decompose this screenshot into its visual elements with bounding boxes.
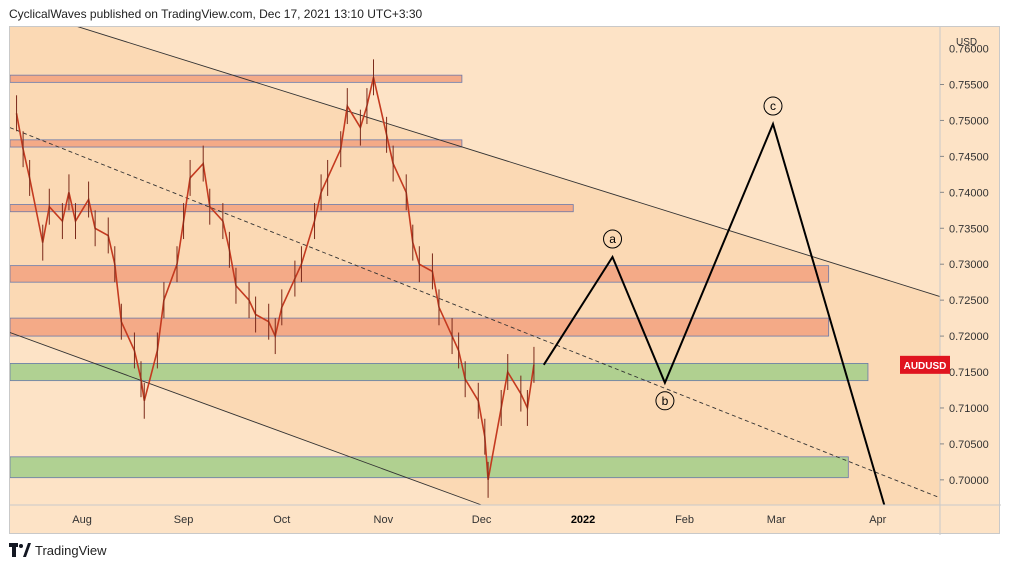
wave-label-b: b <box>662 394 669 408</box>
channel-line <box>10 332 482 506</box>
wave-projection: a b c <box>542 96 886 506</box>
channel-line <box>77 27 941 297</box>
y-tick-label: 0.70000 <box>949 475 989 487</box>
support-zone <box>10 456 849 479</box>
wave-path <box>542 121 886 506</box>
price-chart[interactable]: abc 0.755000.750000.745000.740000.735000… <box>10 27 1001 535</box>
y-tick-label: 0.74500 <box>949 151 989 163</box>
brand-label: TradingView <box>35 542 107 558</box>
x-tick-label: Aug <box>72 514 92 526</box>
y-tick-label: 0.72500 <box>949 295 989 307</box>
resistance-zone <box>10 74 463 83</box>
resistance-zone <box>10 139 463 148</box>
axes: 0.75500 0.75000 0.74500 0.74000 0.73500 0.730… <box>10 27 1001 535</box>
x-tick-label: Feb <box>675 514 694 526</box>
x-tick-label: Mar <box>767 514 786 526</box>
wave-label-c: c <box>770 99 776 113</box>
tradingview-logo-icon <box>9 543 31 557</box>
x-tick-label: 2022 <box>571 514 595 526</box>
x-tick-label: Dec <box>472 514 492 526</box>
publish-info: CyclicalWaves published on TradingView.c… <box>9 7 423 21</box>
support-zone <box>10 362 869 382</box>
x-tick-label: Apr <box>869 514 886 526</box>
resistance-zone <box>10 317 830 337</box>
resistance-zone <box>10 204 574 213</box>
y-tick-label: 0.73500 <box>949 223 989 235</box>
y-tick-label: 0.76000 <box>949 44 989 56</box>
x-tick-label: Nov <box>374 514 394 526</box>
x-tick-label: Oct <box>273 514 290 526</box>
y-tick-label: 0.70500 <box>949 439 989 451</box>
y-tick-label: 0.72000 <box>949 331 989 343</box>
wave-label-circle <box>763 96 783 116</box>
y-tick-label: 0.75000 <box>949 115 989 127</box>
x-tick-label: Sep <box>174 514 194 526</box>
y-tick-label: 0.71000 <box>949 403 989 415</box>
currency-label: USD <box>956 37 977 48</box>
trend-channel <box>10 27 941 506</box>
symbol-badge <box>900 355 950 374</box>
y-tick-label: 0.74000 <box>949 187 989 199</box>
wave-label-circle <box>655 391 675 411</box>
wave-label-circle <box>603 229 623 249</box>
tradingview-brand[interactable]: TradingView <box>9 541 107 559</box>
y-tick-label: 0.75500 <box>949 80 989 92</box>
y-tick-label: 0.71500 <box>949 367 989 379</box>
dashed-midline <box>10 127 941 499</box>
symbol-badge-label: AUDUSD <box>904 361 947 372</box>
y-tick-label: 0.73000 <box>949 259 989 271</box>
wave-label-a: a <box>609 232 616 246</box>
price-series <box>15 59 535 498</box>
